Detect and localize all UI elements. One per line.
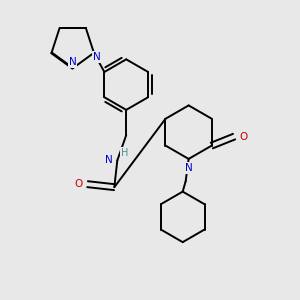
Text: H: H — [121, 148, 128, 158]
Text: N: N — [69, 57, 76, 67]
Text: N: N — [104, 155, 112, 165]
Text: N: N — [93, 52, 101, 62]
Text: N: N — [185, 163, 193, 173]
Text: O: O — [74, 179, 83, 189]
Text: O: O — [239, 132, 247, 142]
